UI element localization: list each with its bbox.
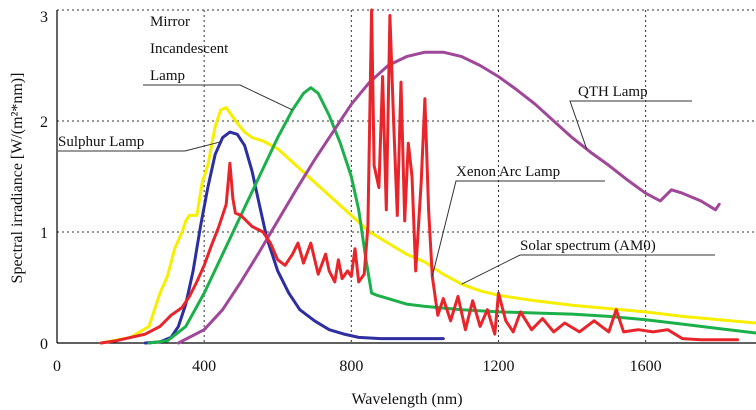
leader-mirror-incandescent	[143, 84, 293, 111]
x-tick-label-0: 0	[53, 358, 61, 375]
leader-sulphur-lamp	[58, 141, 221, 152]
x-tick-label-800: 800	[339, 358, 363, 375]
tick-labels: 0 400 800 1200 1600 0 1 2 3	[40, 9, 662, 375]
annotation-qth-lamp: QTH Lamp	[578, 84, 648, 100]
leader-solar-spectrum	[461, 254, 715, 285]
leader-xenon-arc-lamp	[431, 180, 605, 277]
annotation-solar-spectrum: Solar spectrum (AM0)	[520, 238, 656, 254]
y-tick-label-2: 2	[40, 114, 48, 131]
annotation-sulphur-lamp: Sulphur Lamp	[58, 134, 144, 150]
y-axis-label: Spectral irradiance [W/(m²*nm)]	[9, 73, 26, 284]
annotation-xenon-arc-lamp: Xenon Arc Lamp	[456, 164, 560, 180]
x-tick-label-1600: 1600	[630, 358, 662, 375]
annotation-leaders	[58, 84, 715, 285]
leader-qth-lamp	[569, 100, 692, 150]
y-tick-label-3: 3	[40, 9, 48, 26]
x-tick-label-1200: 1200	[482, 358, 514, 375]
series-group	[99, 8, 756, 345]
axes	[56, 10, 756, 344]
annotation-mirror-incandescent: Mirror Incandescent Lamp	[150, 14, 232, 84]
series-line-xenon-arc-lamp	[99, 8, 740, 345]
y-tick-label-0: 0	[40, 336, 48, 353]
series-line-solar-spectrum-am0	[99, 106, 756, 345]
x-tick-label-400: 400	[192, 358, 216, 375]
series-line-qth-lamp	[176, 50, 721, 345]
x-axis-label: Wavelength (nm)	[351, 391, 462, 408]
y-tick-label-1: 1	[40, 225, 48, 242]
